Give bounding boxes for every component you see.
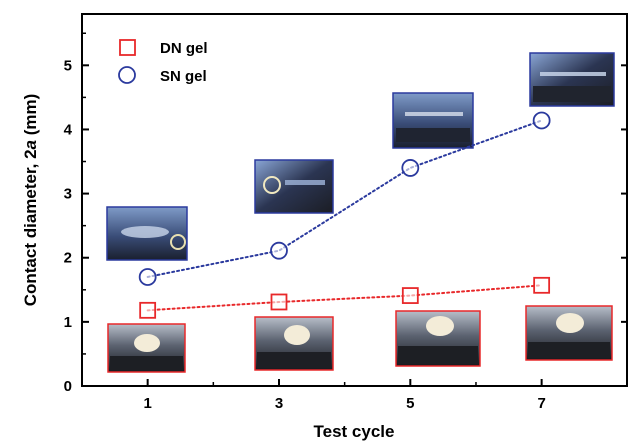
plot-frame (81, 13, 628, 387)
data-point-dn-gel (533, 276, 551, 294)
series-line-sn-gel (146, 119, 543, 278)
data-point-sn-gel (138, 268, 157, 286)
y-tick-label: 4 (64, 121, 73, 138)
legend-marker-sn-gel (118, 66, 136, 84)
dn-gel-cycle-5-photo (395, 310, 481, 367)
x-tick-label: 5 (406, 395, 414, 412)
x-tick-label: 3 (275, 395, 283, 412)
plot-area (81, 13, 628, 387)
data-point-dn-gel (270, 293, 288, 311)
y-tick-label: 5 (64, 57, 72, 74)
dn-gel-cycle-1-photo (107, 323, 186, 373)
data-point-sn-gel (401, 159, 420, 177)
y-axis-title-suffix: (mm) (21, 94, 40, 140)
sn-gel-cycle-1-photo (106, 206, 188, 261)
y-tick-label: 1 (64, 314, 72, 331)
dn-gel-cycle-3-photo (254, 316, 334, 371)
sn-gel-cycle-5-photo (392, 92, 474, 149)
series-line-dn-gel (146, 284, 543, 312)
data-point-dn-gel (401, 287, 419, 304)
legend: DN gel SN gel (118, 39, 208, 85)
series-layer (138, 111, 551, 319)
legend-label-sn-gel: SN gel (160, 68, 207, 85)
sn-gel-cycle-3-photo (254, 159, 334, 214)
y-axis-title: Contact diameter, 2a (mm) (21, 94, 40, 307)
y-axis-title-prefix: Contact diameter, 2 (21, 149, 40, 306)
sn-gel-cycle-7-photo (529, 52, 615, 107)
y-axis-title-italic: a (21, 140, 40, 149)
inset-photos (106, 52, 615, 373)
x-tick-label: 1 (143, 395, 151, 412)
legend-label-dn-gel: DN gel (160, 40, 208, 57)
axes: 0 1 2 3 4 5 1 3 5 7 (64, 32, 627, 412)
data-point-sn-gel (532, 111, 551, 130)
y-tick-label: 2 (64, 250, 72, 267)
y-tick-label: 3 (64, 186, 72, 203)
data-point-sn-gel (270, 241, 288, 260)
x-tick-label: 7 (537, 395, 545, 412)
y-tick-label: 0 (64, 378, 72, 395)
legend-marker-dn-gel (119, 39, 136, 56)
data-point-dn-gel (139, 301, 157, 319)
dn-gel-cycle-7-photo (525, 305, 613, 361)
x-axis-title: Test cycle (314, 422, 395, 441)
